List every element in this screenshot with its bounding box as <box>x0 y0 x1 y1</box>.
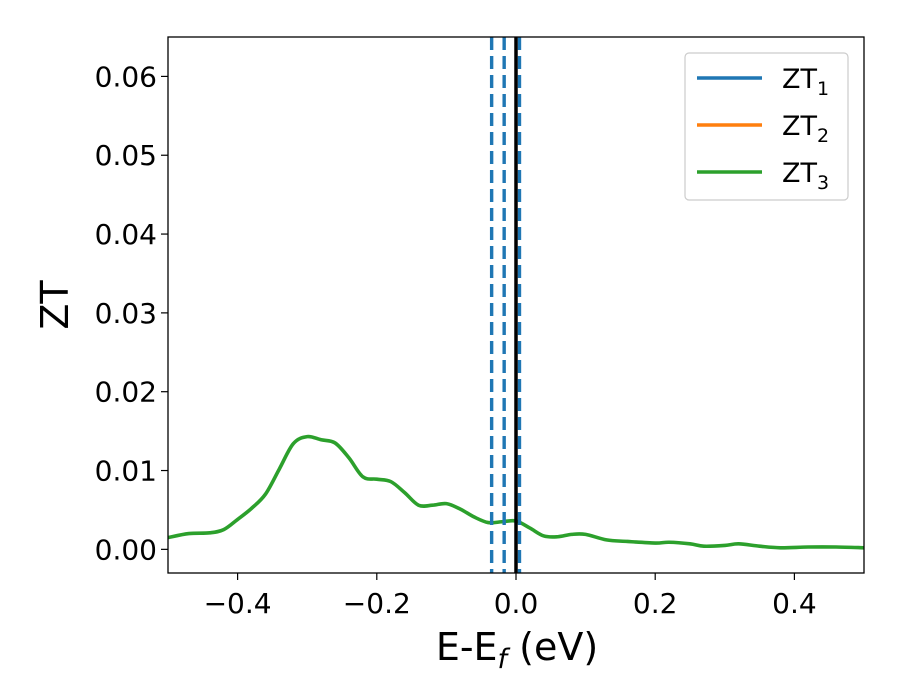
legend-label-2: ZT2 <box>782 111 829 147</box>
y-tick-label: 0.01 <box>95 455 157 488</box>
y-tick-label: 0.02 <box>95 376 157 409</box>
x-axis-label-unit <box>507 625 519 669</box>
legend-label-1: ZT1 <box>782 64 829 100</box>
x-axis-unit: (eV) <box>519 625 598 669</box>
y-tick-label: 0.04 <box>95 218 157 251</box>
y-axis-ticks: 0.00 0.01 0.02 0.03 0.04 0.05 0.06 <box>95 60 168 566</box>
y-tick-label: 0.05 <box>95 139 157 172</box>
y-axis-label: ZT <box>33 280 77 330</box>
y-tick-label: 0.00 <box>95 533 157 566</box>
legend-label-3: ZT3 <box>782 158 829 194</box>
series-layer <box>168 434 864 550</box>
x-tick-label: −0.2 <box>343 587 411 620</box>
legend-frame <box>684 52 849 201</box>
x-axis-label: E-Ef (eV) <box>436 625 598 675</box>
series-line-3 <box>168 434 864 550</box>
x-axis-label-main: E-E <box>436 625 498 669</box>
y-tick-label: 0.06 <box>95 60 157 93</box>
x-tick-label: 0.2 <box>633 587 678 620</box>
x-tick-label: −0.4 <box>204 587 272 620</box>
y-tick-label: 0.03 <box>95 297 157 330</box>
x-tick-label: 0.0 <box>494 587 539 620</box>
legend-entries: ZT1 ZT2 ZT3 <box>697 64 829 194</box>
x-tick-label: 0.4 <box>772 587 817 620</box>
x-axis-ticks: −0.4 −0.2 0.0 0.2 0.4 <box>204 573 817 620</box>
vertical-lines <box>489 37 522 573</box>
legend: ZT1 ZT2 ZT3 <box>684 52 849 201</box>
